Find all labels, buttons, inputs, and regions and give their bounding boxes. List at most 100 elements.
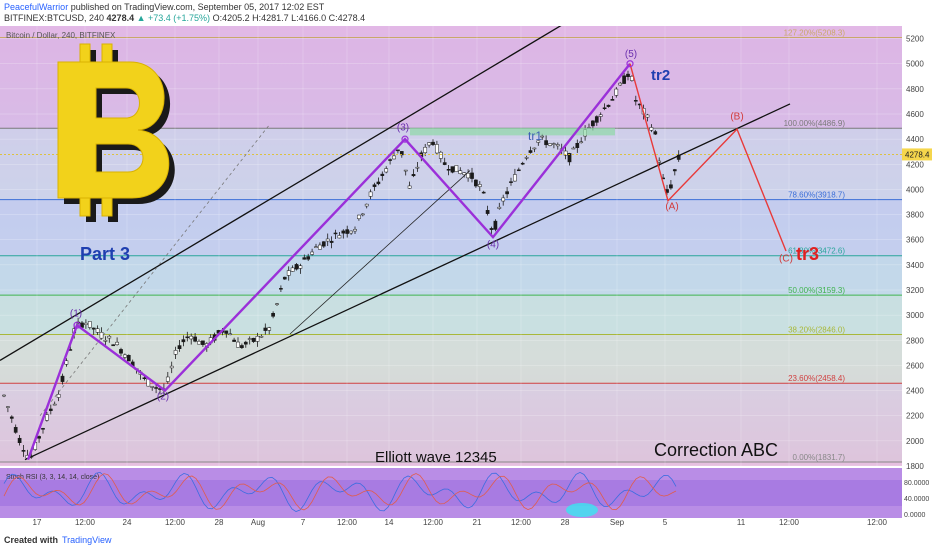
candle-body: [142, 377, 147, 380]
candle-body: [60, 375, 65, 382]
fib-level-label: 61.80%(3472.6): [788, 247, 845, 256]
candle-body: [48, 408, 53, 411]
candle-body: [567, 153, 572, 163]
fib-level-label: 100.00%(4486.9): [784, 119, 846, 128]
fib-level-label: 0.00%(1831.7): [793, 453, 846, 462]
candle-body: [532, 147, 537, 150]
fib-level-label: 78.60%(3918.7): [788, 191, 845, 200]
candle-body: [56, 394, 61, 398]
candle-body: [399, 151, 404, 156]
candle-body: [189, 335, 194, 340]
wave-label: (3): [397, 122, 409, 133]
price-tick-label: 3600: [906, 236, 924, 245]
candle-body: [435, 144, 439, 154]
candle-body: [633, 100, 638, 102]
candle-body: [84, 322, 88, 325]
candle-body: [501, 197, 506, 202]
tr1-label: tr1: [528, 129, 542, 143]
candle-body: [263, 327, 268, 331]
candle-body: [505, 191, 509, 195]
last-price-text: 4278.4: [106, 13, 135, 23]
candle-body: [598, 114, 603, 117]
time-tick-label: 7: [301, 518, 306, 527]
candle-body: [384, 168, 389, 173]
tr2-label: tr2: [651, 67, 670, 84]
candle-body: [571, 147, 576, 150]
fib-band: [0, 295, 902, 335]
price-chart[interactable]: 127.20%(5208.3) 100.00%(4486.9) 78.60%(391…: [0, 26, 932, 530]
candle-body: [610, 99, 615, 101]
time-tick-label: 12:00: [779, 518, 800, 527]
price-tick-label: 2800: [906, 336, 924, 345]
price-tick-label: 3200: [906, 286, 924, 295]
stoch-tick-label: 40.0000: [904, 496, 929, 503]
candle-body: [236, 341, 240, 348]
candle-body: [645, 114, 650, 118]
stoch-highlight: [566, 503, 598, 517]
tradingview-link[interactable]: TradingView: [62, 535, 112, 545]
candle-body: [240, 345, 244, 348]
candle-body: [243, 341, 248, 345]
candle-body: [150, 386, 155, 388]
candle-body: [372, 184, 377, 187]
candle-body: [579, 141, 584, 144]
candle-body: [21, 450, 26, 452]
chart-header: PeacefulWarrior published on TradingView…: [0, 0, 932, 26]
wave-label: (5): [625, 49, 637, 60]
candle-body: [251, 337, 256, 342]
candle-body: [290, 267, 295, 272]
candle-body: [173, 350, 178, 355]
candle-body: [618, 82, 623, 86]
candle-body: [575, 142, 580, 148]
candle-body: [411, 174, 416, 177]
candle-body: [493, 220, 498, 230]
candle-body: [509, 181, 513, 183]
time-tick-label: 11: [737, 518, 746, 527]
candle-body: [193, 336, 197, 342]
wave-node: [626, 60, 634, 68]
last-price-label: 4278.4: [905, 150, 930, 159]
fib-level-label: 38.20%(2846.0): [788, 326, 845, 335]
candle-body: [255, 335, 260, 342]
candle-body: [442, 162, 447, 165]
price-tick-label: 4200: [906, 160, 924, 169]
price-tick-label: 3000: [906, 311, 924, 320]
candle-body: [6, 406, 10, 408]
candle-body: [247, 338, 252, 340]
candle-body: [103, 339, 108, 342]
candle-body: [349, 230, 353, 234]
candle-body: [513, 174, 517, 182]
part-label: Part 3: [80, 244, 130, 264]
candle-body: [2, 394, 6, 397]
time-tick-label: 12:00: [337, 518, 358, 527]
candle-body: [318, 244, 322, 250]
candle-body: [341, 230, 346, 234]
candle-body: [481, 191, 486, 194]
fib-band: [0, 334, 902, 384]
time-tick-label: Aug: [251, 518, 265, 527]
candle-body: [388, 159, 392, 161]
time-tick-label: 12:00: [165, 518, 186, 527]
fib-band: [0, 199, 902, 256]
candle-body: [325, 238, 330, 242]
price-tick-label: 3800: [906, 211, 924, 220]
price-tick-label: 4400: [906, 135, 924, 144]
candle-body: [17, 437, 22, 443]
candle-body: [329, 240, 334, 243]
wave-label: (4): [487, 239, 499, 250]
price-tick-label: 4600: [906, 110, 924, 119]
candle-body: [653, 131, 658, 135]
candle-body: [606, 104, 611, 107]
candle-body: [594, 116, 599, 123]
candle-body: [516, 169, 521, 172]
candle-body: [224, 330, 229, 334]
candle-body: [649, 127, 654, 131]
time-tick-label: 12:00: [75, 518, 96, 527]
candle-body: [111, 344, 116, 347]
price-tick-label: 3400: [906, 261, 924, 270]
candle-body: [676, 154, 681, 160]
candle-body: [45, 414, 49, 421]
inner-trend-line: [289, 170, 471, 335]
bitcoin-logo: [57, 43, 175, 222]
author-link[interactable]: PeacefulWarrior: [4, 2, 69, 12]
